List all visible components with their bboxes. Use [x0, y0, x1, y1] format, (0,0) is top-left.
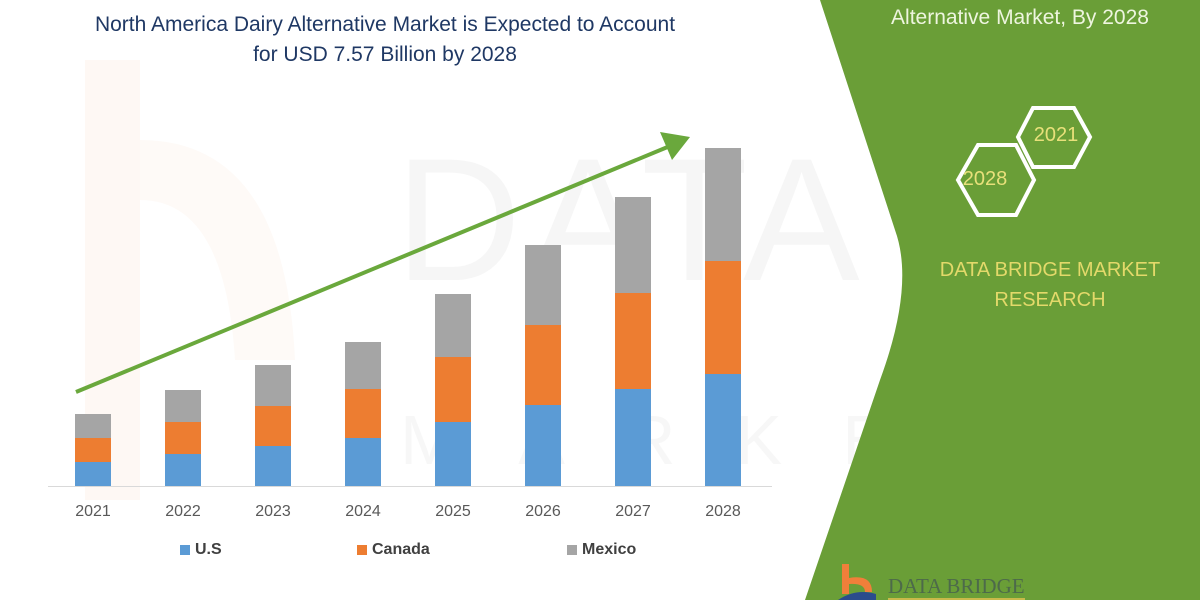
- trend-arrow-icon: [75, 132, 690, 394]
- bar-segment-canada: [615, 293, 651, 390]
- x-axis-line: [48, 486, 772, 487]
- x-tick-label: 2027: [615, 503, 651, 520]
- legend-swatch-icon: [357, 545, 367, 555]
- bar-segment-mexico: [255, 365, 291, 406]
- chart-title: North America Dairy Alternative Market i…: [40, 10, 730, 70]
- panel-title: Alternative Market, By 2028: [891, 6, 1149, 29]
- x-tick-label: 2028: [705, 503, 741, 520]
- bar-segment-canada: [165, 421, 201, 454]
- bar-segment-mexico: [75, 413, 111, 438]
- legend-swatch-icon: [567, 545, 577, 555]
- bar-segment-mexico: [345, 341, 381, 389]
- data-bridge-logo-icon: [838, 564, 876, 600]
- hexagon-2021-icon: [1015, 106, 1093, 169]
- bar-segment-mexico: [435, 294, 471, 357]
- legend-label: Canada: [372, 541, 430, 558]
- hexagon-label-2021: 2021: [1033, 124, 1079, 146]
- bar-2022: [165, 389, 201, 486]
- stacked-bar-chart: 2021 2022 2023 2024 2025 2026 2027 2028: [48, 132, 772, 520]
- bar-segment-us: [615, 389, 651, 486]
- chart-title-line1: North America Dairy Alternative Market i…: [94, 13, 676, 36]
- bar-2025: [435, 294, 471, 486]
- chart-title-line2: for USD 7.57 Billion by 2028: [253, 43, 517, 66]
- logo-text: DATA BRIDGE: [888, 574, 1025, 600]
- bar-segment-canada: [705, 260, 741, 374]
- hexagon-2028-icon: [955, 143, 1037, 217]
- hexagon-icons: [955, 106, 1093, 217]
- bar-segment-canada: [435, 356, 471, 423]
- bar-2026: [525, 245, 561, 486]
- x-tick-label: 2023: [255, 503, 291, 520]
- bar-segment-mexico: [705, 148, 741, 261]
- bar-segment-mexico: [525, 245, 561, 326]
- bar-segment-canada: [525, 325, 561, 406]
- x-tick-label: 2026: [525, 503, 561, 520]
- x-tick-label: 2022: [165, 503, 201, 520]
- brand-line1: DATA BRIDGE MARKET: [939, 259, 1161, 281]
- legend-swatch-icon: [180, 545, 190, 555]
- company-logo: DATA BRIDGE: [838, 562, 1025, 600]
- legend-item-canada: Canada: [357, 541, 430, 559]
- brand-text: DATA BRIDGE MARKET RESEARCH: [900, 255, 1200, 315]
- bar-segment-us: [435, 422, 471, 486]
- bar-segment-us: [75, 461, 111, 486]
- x-tick-label: 2024: [345, 503, 381, 520]
- brand-line2: RESEARCH: [994, 289, 1106, 311]
- legend-item-us: U.S: [180, 541, 222, 559]
- bar-segment-mexico: [615, 197, 651, 294]
- legend-label: Mexico: [582, 541, 637, 558]
- x-tick-label: 2025: [435, 503, 471, 520]
- bar-segment-canada: [255, 405, 291, 446]
- bar-segment-mexico: [165, 389, 201, 422]
- legend-item-mexico: Mexico: [567, 541, 636, 559]
- bar-2023: [255, 365, 291, 486]
- bar-2024: [345, 341, 381, 486]
- bar-2027: [615, 197, 651, 486]
- bar-segment-us: [705, 373, 741, 486]
- bar-segment-canada: [345, 388, 381, 438]
- bar-segment-canada: [75, 437, 111, 462]
- bar-segment-us: [255, 445, 291, 486]
- bar-segment-us: [345, 437, 381, 486]
- bar-segment-us: [525, 405, 561, 486]
- x-tick-label: 2021: [75, 503, 111, 520]
- bar-2028: [705, 148, 741, 486]
- bar-segment-us: [165, 453, 201, 486]
- bar-2021: [75, 413, 111, 486]
- legend-label: U.S: [195, 541, 222, 558]
- hexagon-label-2028: 2028: [962, 168, 1008, 190]
